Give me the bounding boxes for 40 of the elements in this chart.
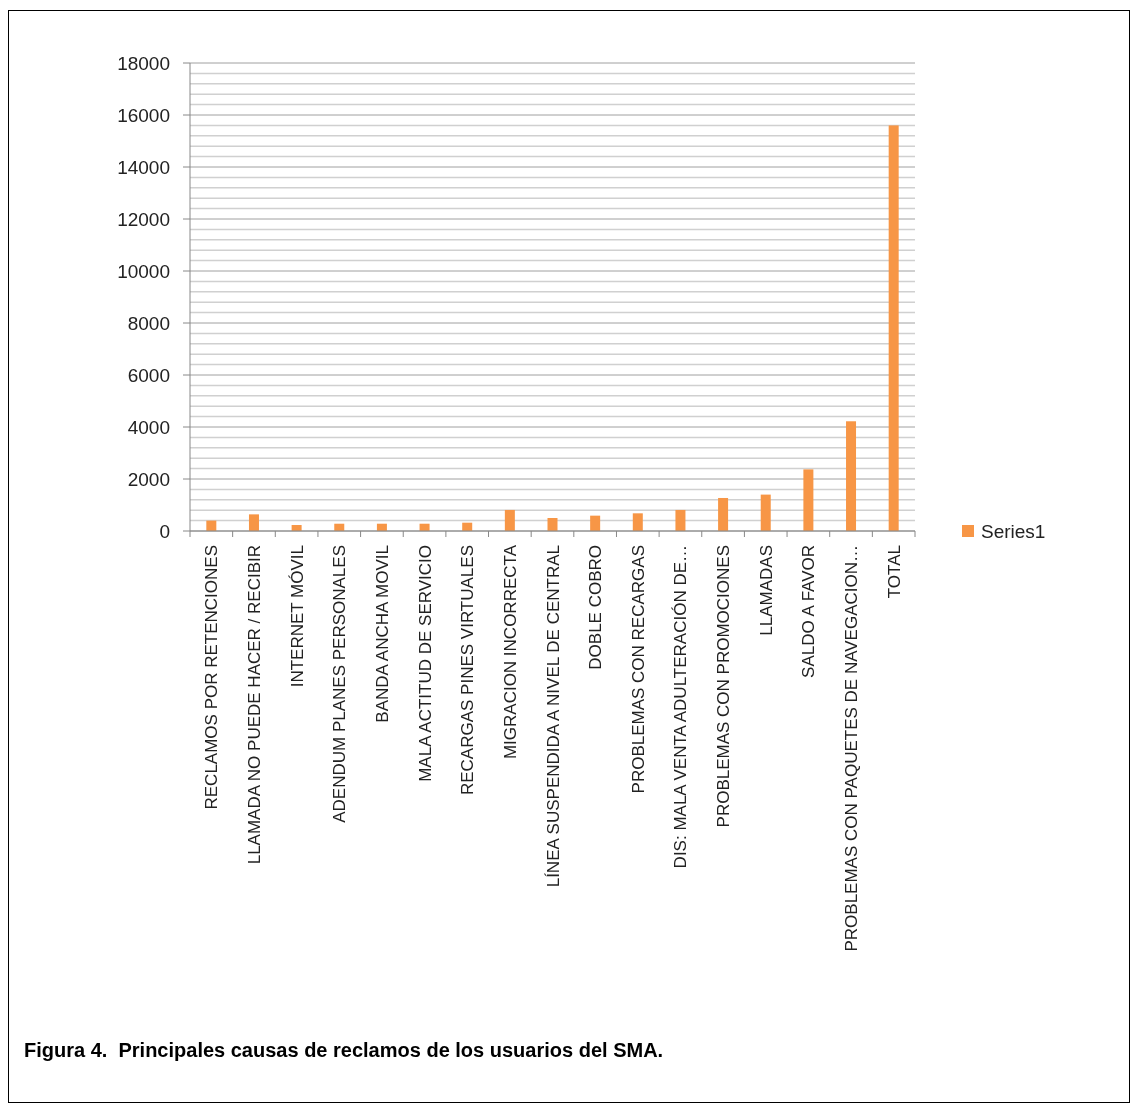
x-tick-label: PROBLEMAS CON PAQUETES DE NAVEGACION… xyxy=(842,545,862,952)
y-tick-label: 18000 xyxy=(117,52,170,74)
bar xyxy=(590,515,601,531)
bar xyxy=(846,421,857,531)
y-tick-label: 0 xyxy=(159,520,170,542)
y-tick-label: 14000 xyxy=(117,156,170,178)
x-tick-label: SALDO A FAVOR xyxy=(799,545,819,678)
y-tick-label: 6000 xyxy=(127,364,170,386)
bar xyxy=(248,514,259,531)
x-tick-label: ADENDUM PLANES PERSONALES xyxy=(330,545,350,823)
x-tick-label: RECARGAS PINES VIRTUALES xyxy=(458,545,478,796)
x-tick-label: BANDA ANCHA MOVIL xyxy=(372,545,392,723)
bar xyxy=(718,497,729,531)
y-tick-label: 8000 xyxy=(127,312,170,334)
y-tick-label: 12000 xyxy=(117,208,170,230)
bar xyxy=(632,513,643,531)
y-tick-label: 2000 xyxy=(127,468,170,490)
x-tick-label: LLAMADAS xyxy=(756,545,776,636)
x-tick-label: PROBLEMAS CON PROMOCIONES xyxy=(714,545,734,828)
x-tick-label: TOTAL xyxy=(884,545,904,599)
x-tick-label: LLAMADA NO PUEDE HACER / RECIBIR xyxy=(244,545,264,865)
x-tick-label: INTERNET MÓVIL xyxy=(287,545,307,688)
x-tick-label: PROBLEMAS CON RECARGAS xyxy=(628,545,648,794)
y-tick-label: 10000 xyxy=(117,260,170,282)
x-tick-label: DOBLE COBRO xyxy=(586,545,606,670)
x-tick-label: RECLAMOS POR RETENCIONES xyxy=(202,545,222,810)
x-tick-label: LÍNEA SUSPENDIDA A NIVEL DE CENTRAL xyxy=(543,545,563,888)
x-tick-label: DIS: MALA VENTA ADULTERACIÓN DE… xyxy=(671,545,691,869)
x-tick-label: MALA ACTITUD DE SERVICIO xyxy=(415,545,435,782)
bar xyxy=(760,494,771,531)
bar xyxy=(504,509,515,531)
y-tick-label: 16000 xyxy=(117,104,170,126)
text: Figura 4. Principales causas de reclamos de los usuarios del SMA. xyxy=(24,1039,664,1061)
y-tick-label: 4000 xyxy=(127,416,170,438)
bar xyxy=(888,125,899,531)
bar xyxy=(803,469,814,531)
x-tick-label: MIGRACION INCORRECTA xyxy=(500,544,520,760)
bar xyxy=(675,509,686,531)
bar xyxy=(547,518,558,531)
legend-label: Series1 xyxy=(981,520,1046,542)
